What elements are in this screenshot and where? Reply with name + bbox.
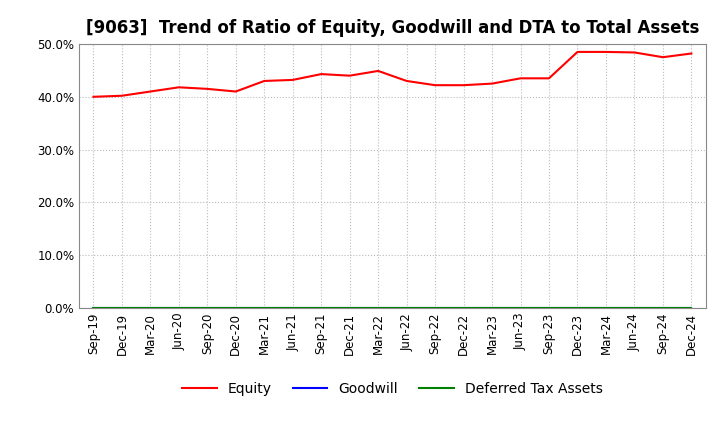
Deferred Tax Assets xyxy=(431,305,439,311)
Goodwill xyxy=(545,305,554,311)
Goodwill xyxy=(573,305,582,311)
Equity xyxy=(289,77,297,83)
Goodwill xyxy=(630,305,639,311)
Goodwill xyxy=(659,305,667,311)
Equity xyxy=(89,94,98,99)
Line: Equity: Equity xyxy=(94,52,691,97)
Equity xyxy=(117,93,126,99)
Equity xyxy=(203,86,212,92)
Deferred Tax Assets xyxy=(203,305,212,311)
Goodwill xyxy=(431,305,439,311)
Deferred Tax Assets xyxy=(289,305,297,311)
Equity xyxy=(374,68,382,73)
Goodwill xyxy=(232,305,240,311)
Equity xyxy=(459,83,468,88)
Equity xyxy=(402,78,411,84)
Goodwill xyxy=(487,305,496,311)
Deferred Tax Assets xyxy=(117,305,126,311)
Goodwill xyxy=(402,305,411,311)
Deferred Tax Assets xyxy=(146,305,155,311)
Deferred Tax Assets xyxy=(602,305,611,311)
Goodwill xyxy=(459,305,468,311)
Equity xyxy=(573,49,582,55)
Deferred Tax Assets xyxy=(374,305,382,311)
Deferred Tax Assets xyxy=(260,305,269,311)
Equity xyxy=(174,84,183,90)
Deferred Tax Assets xyxy=(346,305,354,311)
Equity xyxy=(431,83,439,88)
Equity xyxy=(630,50,639,55)
Goodwill xyxy=(289,305,297,311)
Deferred Tax Assets xyxy=(545,305,554,311)
Goodwill xyxy=(602,305,611,311)
Deferred Tax Assets xyxy=(630,305,639,311)
Goodwill xyxy=(117,305,126,311)
Equity xyxy=(687,51,696,56)
Equity xyxy=(146,89,155,94)
Goodwill xyxy=(687,305,696,311)
Goodwill xyxy=(260,305,269,311)
Deferred Tax Assets xyxy=(174,305,183,311)
Deferred Tax Assets xyxy=(459,305,468,311)
Deferred Tax Assets xyxy=(402,305,411,311)
Deferred Tax Assets xyxy=(317,305,325,311)
Deferred Tax Assets xyxy=(687,305,696,311)
Goodwill xyxy=(374,305,382,311)
Equity xyxy=(602,49,611,55)
Deferred Tax Assets xyxy=(573,305,582,311)
Goodwill xyxy=(89,305,98,311)
Equity xyxy=(659,55,667,60)
Deferred Tax Assets xyxy=(89,305,98,311)
Deferred Tax Assets xyxy=(516,305,525,311)
Equity xyxy=(317,71,325,77)
Equity xyxy=(260,78,269,84)
Title: [9063]  Trend of Ratio of Equity, Goodwill and DTA to Total Assets: [9063] Trend of Ratio of Equity, Goodwil… xyxy=(86,19,699,37)
Equity xyxy=(545,76,554,81)
Deferred Tax Assets xyxy=(487,305,496,311)
Goodwill xyxy=(346,305,354,311)
Goodwill xyxy=(203,305,212,311)
Goodwill xyxy=(146,305,155,311)
Deferred Tax Assets xyxy=(659,305,667,311)
Legend: Equity, Goodwill, Deferred Tax Assets: Equity, Goodwill, Deferred Tax Assets xyxy=(176,376,608,401)
Equity xyxy=(487,81,496,86)
Equity xyxy=(346,73,354,78)
Deferred Tax Assets xyxy=(232,305,240,311)
Goodwill xyxy=(174,305,183,311)
Goodwill xyxy=(317,305,325,311)
Equity xyxy=(516,76,525,81)
Equity xyxy=(232,89,240,94)
Goodwill xyxy=(516,305,525,311)
